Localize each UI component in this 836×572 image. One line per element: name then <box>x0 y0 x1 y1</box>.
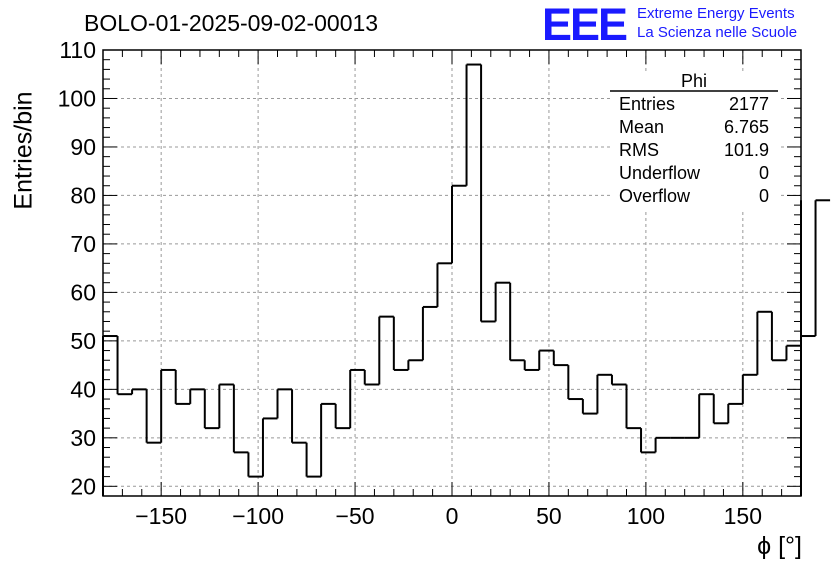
x-tick-label: 50 <box>536 503 562 529</box>
x-tick-label: −50 <box>336 503 375 529</box>
y-tick-label: 110 <box>59 37 96 63</box>
stats-row-value: 0 <box>759 186 769 206</box>
y-tick-label: 30 <box>70 425 96 451</box>
x-tick-label: 100 <box>627 503 665 529</box>
eee-logo: EEE <box>542 0 628 50</box>
y-tick-label: 50 <box>70 328 96 354</box>
stats-box: Phi Entries 2177 Mean 6.765 RMS 101.9 Underflow… <box>610 71 778 211</box>
stats-row-label: Overflow <box>619 186 691 206</box>
logo-caption: Extreme Energy Events La Scienza nelle S… <box>637 4 797 42</box>
y-tick-label: 20 <box>70 473 96 499</box>
stats-row-value: 0 <box>759 163 769 183</box>
x-axis-label: ϕ [°] <box>757 532 802 560</box>
x-tick-label: −150 <box>135 503 187 529</box>
logo-caption-line2: La Scienza nelle Scuole <box>637 24 798 41</box>
stats-box-background <box>610 71 778 211</box>
stats-row-value: 2177 <box>729 94 769 114</box>
y-tick-label: 40 <box>70 376 96 402</box>
y-tick-label: 70 <box>70 231 96 257</box>
chart-title: BOLO-01-2025-09-02-00013 <box>84 10 379 36</box>
x-tick-label: 150 <box>724 503 762 529</box>
stats-row-value: 101.9 <box>724 140 769 160</box>
stats-row-label: Entries <box>619 94 675 114</box>
x-tick-label: 0 <box>446 503 459 529</box>
y-tick-label: 100 <box>58 85 96 111</box>
y-tick-label: 80 <box>70 182 96 208</box>
stats-row-label: RMS <box>619 140 659 160</box>
stats-box-title: Phi <box>681 71 707 91</box>
stats-row-label: Mean <box>619 117 664 137</box>
x-tick-label: −100 <box>232 503 284 529</box>
tick-labels: −150 −100 −50 0 50 100 150 20 30 40 50 60 70 80 90 100 1… <box>58 37 762 529</box>
stats-row-label: Underflow <box>619 163 701 183</box>
logo-caption-line1: Extreme Energy Events <box>637 5 795 22</box>
y-tick-label: 90 <box>70 134 96 160</box>
stats-row-value: 6.765 <box>724 117 769 137</box>
histogram-bars <box>102 63 831 496</box>
y-tick-label: 60 <box>70 279 96 305</box>
